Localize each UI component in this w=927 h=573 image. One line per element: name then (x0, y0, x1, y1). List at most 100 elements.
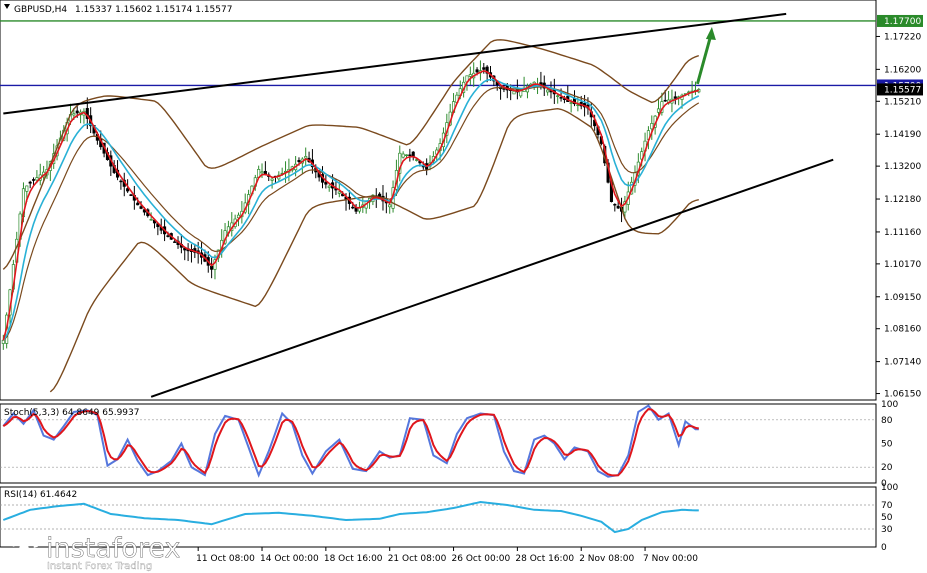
rsi-layer (0, 500, 876, 534)
rsi-panel[interactable] (0, 486, 877, 548)
y-tick-label: 1.15210 (884, 97, 921, 107)
candle-body (129, 194, 133, 196)
logo-name: instaforex (46, 533, 180, 564)
candle-body (656, 108, 661, 113)
candle-body (663, 99, 667, 102)
stoch-label: Stoch(5,3,3) 64.8649 65.9937 (4, 408, 139, 418)
candle-body (1, 339, 5, 344)
candle-body (475, 69, 479, 73)
main-panel[interactable] (0, 0, 877, 401)
candle-body (613, 203, 617, 206)
ma-fast-line (2, 69, 700, 341)
price-label-box (877, 14, 923, 27)
y-tick-label: 1.06150 (884, 390, 921, 400)
candle-body (304, 156, 308, 159)
rsi-y-tick: 50 (881, 513, 893, 523)
stoch-panel[interactable] (0, 403, 877, 484)
candle-body (297, 160, 301, 162)
collapse-triangle-icon (4, 4, 10, 9)
y-tick-label: 1.13200 (884, 162, 921, 172)
bollinger-middle-line (2, 86, 700, 341)
candle-body (404, 154, 409, 156)
x-tick-label: 7 Nov 00:00 (643, 554, 698, 564)
logo-tagline: Instant Forex Trading (47, 561, 152, 572)
price-label-text: 1.17700 (884, 17, 921, 27)
candle-body (119, 180, 123, 183)
candle-body (576, 104, 580, 106)
x-tick-label: 2 Nov 08:00 (579, 554, 634, 564)
candle-body (270, 178, 274, 181)
candle-body (556, 95, 560, 97)
rsi-y-tick: 100 (881, 483, 898, 493)
chart-header: GBPUSD,H4 1.15337 1.15602 1.15174 1.1557… (4, 4, 232, 15)
candle-body (136, 202, 140, 206)
candle-body (485, 66, 489, 74)
candle-body (75, 110, 79, 114)
candle-body (640, 151, 644, 160)
candle-body (411, 151, 415, 157)
candle-body (623, 201, 627, 213)
stoch-y-tick: 80 (881, 416, 893, 426)
candle-body (351, 206, 355, 209)
bollinger-lower-line (49, 107, 699, 393)
candle-body (72, 113, 76, 116)
candle-body (260, 171, 264, 174)
stoch-y-tick: 100 (881, 400, 898, 410)
lower-trendline (150, 158, 834, 398)
y-tick-label: 1.09150 (884, 293, 921, 303)
rsi-y-tick: 30 (881, 525, 893, 535)
y-tick-label: 1.07140 (884, 358, 921, 368)
candle-body (401, 153, 405, 158)
upper-trendline (3, 12, 787, 115)
y-tick-label: 1.16200 (884, 65, 921, 75)
candle-body (25, 185, 29, 192)
candle-body (210, 265, 214, 270)
candle-body (149, 219, 153, 221)
candle-body (28, 181, 32, 184)
candle-body (512, 90, 516, 95)
candle-body (559, 97, 563, 99)
y-tick-label: 1.08160 (884, 325, 921, 335)
y-tick-label: 1.11160 (884, 228, 921, 238)
stoch-y-tick: 50 (881, 440, 893, 450)
ohlc-label: 1.15337 1.15602 1.15174 1.15577 (75, 5, 232, 15)
candle-body (337, 191, 341, 194)
axis-layer: 1.17220 1.16200 1.15210 1.14190 1.13200 1.121… (196, 14, 923, 564)
ma-slow-line (2, 78, 700, 341)
candle-body (173, 241, 177, 243)
x-tick-label: 26 Oct 00:00 (452, 554, 511, 564)
rsi-y-tick: 70 (881, 501, 893, 511)
price-label-text: 1.15577 (884, 85, 921, 95)
rsi-line (2, 500, 699, 534)
candle-body (616, 205, 620, 209)
x-tick-label: 28 Oct 16:00 (515, 554, 574, 564)
symbol-label: GBPUSD,H4 (14, 5, 67, 15)
x-tick-label: 18 Oct 16:00 (324, 554, 383, 564)
x-tick-label: 21 Oct 08:00 (388, 554, 447, 564)
logo-burst-icon (10, 535, 38, 563)
x-tick-label: 14 Oct 00:00 (260, 554, 319, 564)
candle-body (126, 188, 130, 192)
candle-body (415, 159, 419, 161)
rsi-y-tick: 0 (881, 543, 887, 553)
y-tick-label: 1.14190 (884, 130, 921, 140)
instaforex-logo: instaforex Instant Forex Trading (10, 533, 181, 572)
candle-body (569, 102, 573, 104)
y-tick-label: 1.12180 (884, 195, 921, 205)
y-tick-label: 1.10170 (884, 260, 921, 270)
candle-body (388, 204, 392, 208)
candle-body (650, 123, 654, 130)
candle-body (236, 214, 241, 219)
rsi-label: RSI(14) 61.4642 (4, 490, 77, 500)
candle-body (398, 152, 402, 174)
candle-body (408, 154, 412, 157)
main-chart-layer (0, 12, 876, 398)
candle-body (166, 235, 170, 237)
stoch-y-tick: 20 (881, 463, 893, 473)
candle-body (468, 74, 472, 77)
candle-body (482, 67, 486, 70)
x-tick-label: 11 Oct 08:00 (196, 554, 255, 564)
stoch-y-tick: 0 (881, 479, 887, 489)
y-tick-label: 1.17220 (884, 32, 921, 42)
